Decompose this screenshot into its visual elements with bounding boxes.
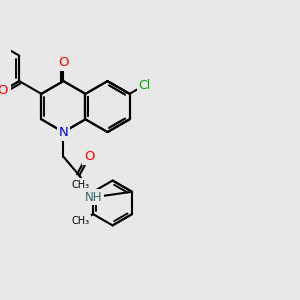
Text: N: N (58, 126, 68, 139)
Text: O: O (58, 56, 69, 69)
Text: CH₃: CH₃ (72, 179, 90, 190)
Text: Cl: Cl (139, 79, 151, 92)
Text: NH: NH (85, 191, 103, 204)
Text: O: O (84, 150, 95, 163)
Text: CH₃: CH₃ (72, 216, 90, 226)
Text: O: O (0, 84, 8, 97)
